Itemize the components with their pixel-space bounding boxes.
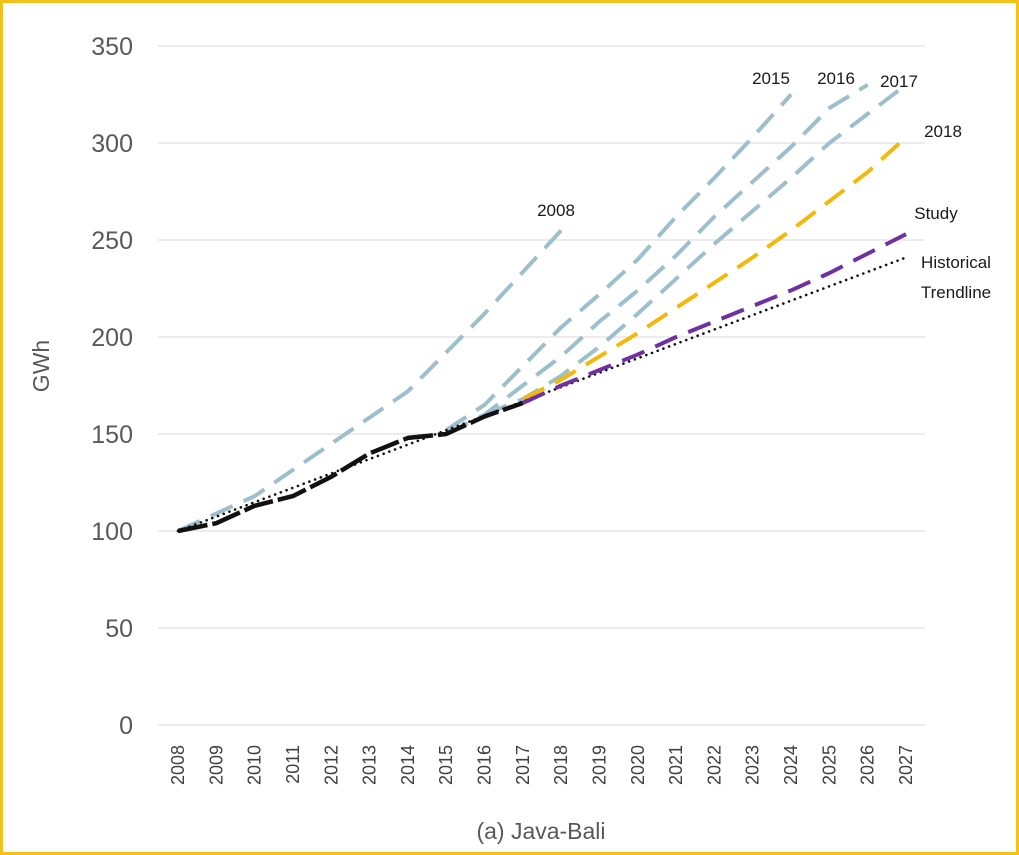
- series-label-historical: Historical: [921, 253, 991, 272]
- y-tick-150: 150: [91, 421, 133, 449]
- series-line-2017: [483, 83, 908, 417]
- gridlines: [158, 45, 925, 726]
- series-label-2018: 2018: [924, 122, 962, 141]
- x-tick-2014: 2014: [398, 745, 418, 785]
- x-tick-2026: 2026: [858, 745, 878, 785]
- y-tick-100: 100: [91, 518, 133, 546]
- x-tick-2016: 2016: [475, 745, 495, 785]
- x-tick-2012: 2012: [321, 745, 341, 785]
- x-tick-2023: 2023: [743, 745, 763, 785]
- x-tick-2019: 2019: [589, 745, 609, 785]
- x-tick-2024: 2024: [781, 745, 801, 785]
- y-tick-50: 50: [105, 615, 133, 643]
- series-line-2008: [177, 228, 563, 533]
- y-tick-200: 200: [91, 324, 133, 352]
- x-tick-2009: 2009: [206, 745, 226, 785]
- x-tick-2025: 2025: [819, 745, 839, 785]
- chart-caption: (a) Java-Bali: [476, 818, 605, 844]
- x-tick-2010: 2010: [245, 745, 265, 785]
- x-tick-2015: 2015: [436, 745, 456, 785]
- x-tick-2020: 2020: [628, 745, 648, 785]
- x-tick-2017: 2017: [513, 745, 533, 785]
- series-line-2015: [445, 93, 793, 432]
- series-label-2015: 2015: [752, 69, 790, 88]
- series-lines: [176, 83, 908, 534]
- series-label-study: Study: [914, 204, 958, 223]
- y-axis-ticks: 0 50 100 150 200 250 300 350: [91, 33, 133, 740]
- series-label-2008: 2008: [537, 201, 575, 220]
- y-axis-title: GWh: [28, 340, 54, 392]
- series-label-2016: 2016: [817, 69, 855, 88]
- series-labels: 2008 2015 2016 2017 2018 Study Historical Trend…: [537, 69, 991, 302]
- x-tick-2008: 2008: [168, 745, 188, 785]
- x-tick-2022: 2022: [704, 745, 724, 785]
- series-label-trendline: Trendline: [921, 283, 991, 302]
- y-tick-0: 0: [119, 712, 133, 740]
- x-tick-2018: 2018: [551, 745, 571, 785]
- x-axis-ticks: 2008 2009 2010 2011 2012 2013 2014 2015 2016 2017…: [168, 745, 916, 785]
- series-line-actual: [177, 400, 524, 534]
- series-line-study: [521, 232, 907, 405]
- y-tick-250: 250: [91, 227, 133, 255]
- x-tick-2027: 2027: [896, 745, 916, 785]
- x-tick-2021: 2021: [666, 745, 686, 785]
- x-tick-2011: 2011: [283, 745, 303, 784]
- x-tick-2013: 2013: [360, 745, 380, 785]
- y-tick-300: 300: [91, 130, 133, 158]
- y-tick-350: 350: [91, 33, 133, 61]
- series-label-2017: 2017: [880, 72, 918, 91]
- series-line-2018: [521, 135, 908, 401]
- series-line-2016: [445, 83, 869, 436]
